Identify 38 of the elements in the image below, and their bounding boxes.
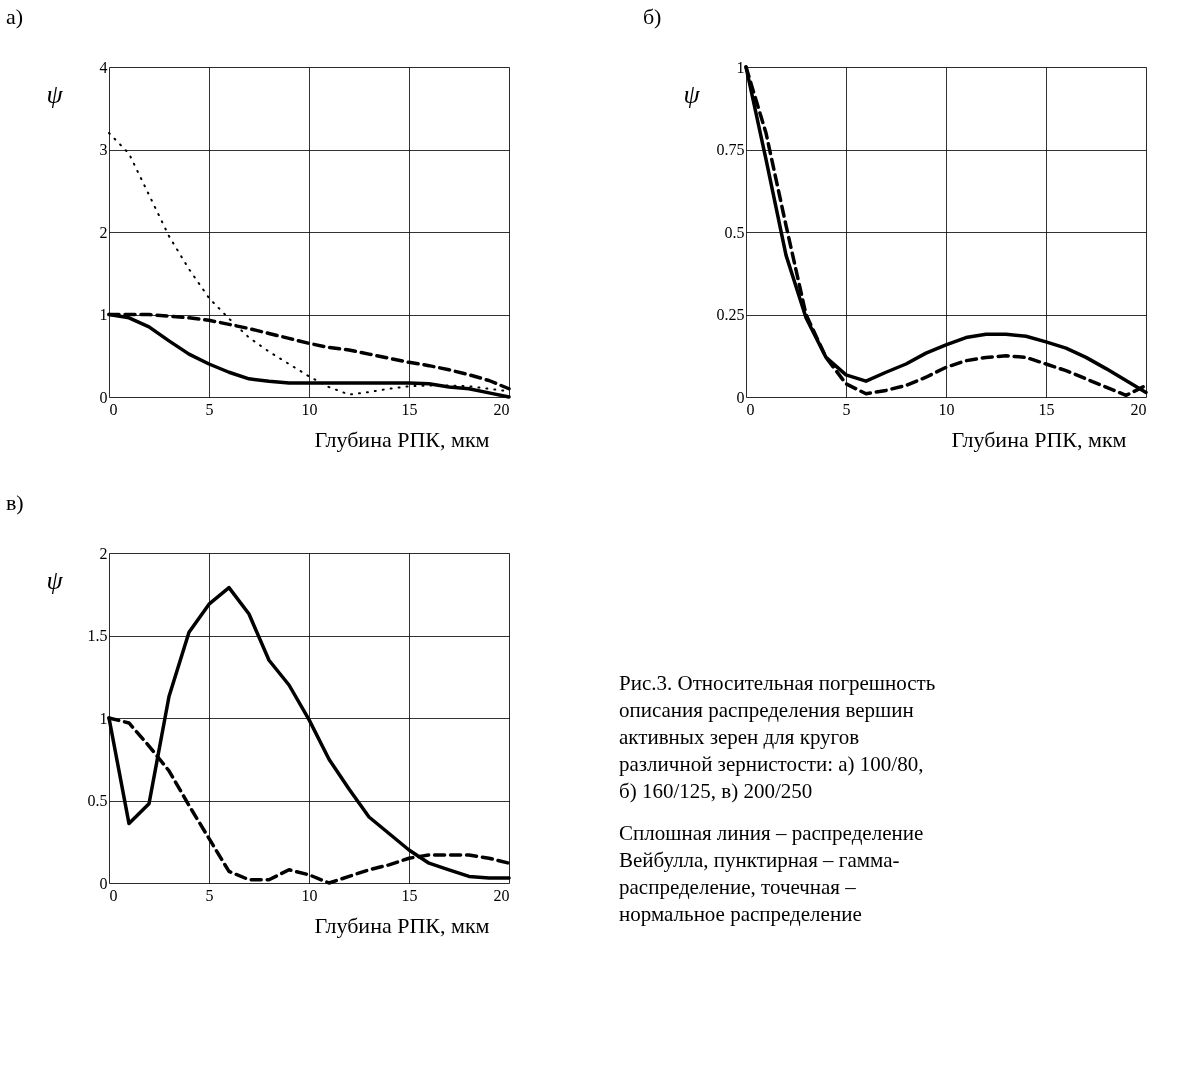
x-tick-label: 10 [938,400,955,418]
y-tick-label: 0 [99,874,108,892]
y-tick-label: 3 [99,141,108,158]
y-tick-label: 1.5 [87,627,108,644]
text: Рис.3. Относительная погрешность описания распределения вершин активных зерен для кругов различной зернистости: а) 100/80, б) 160/125, в) 200/250 [619,671,936,803]
x-tick-label: 15 [1038,400,1055,418]
chart-title: а) [5,4,24,29]
x-tick-label: 20 [493,886,510,904]
x-tick-label: 5 [205,886,214,904]
y-tick-label: 0.75 [716,141,745,158]
y-tick-label: 0.5 [724,223,745,241]
y-tick-label: 2 [99,223,108,241]
y-axis-title: ψ [683,79,701,109]
x-tick-label: 5 [842,400,851,418]
y-tick-label: 1 [99,306,108,323]
x-axis-title: Глубина РПК, мкм [951,426,1127,452]
x-tick-label: 20 [1130,400,1147,418]
y-tick-label: 2 [99,544,108,562]
y-axis-title: ψ [46,79,64,109]
y-tick-label: 4 [99,58,108,76]
y-tick-label: 0.5 [87,792,108,809]
y-tick-label: 1 [99,709,108,727]
x-tick-label: 15 [401,886,418,904]
y-tick-label: 1 [736,58,745,76]
x-tick-label: 5 [205,400,214,418]
x-tick-label: 10 [301,886,318,904]
chart-title: б) [642,4,662,29]
chart-title: в) [5,490,24,515]
x-tick-label: 15 [401,400,418,418]
text: Сплошная линия – распределение Вейбулла, пунктирная – гамма-распределение, точечная – нормальное распределение [619,821,924,926]
x-tick-label: 20 [493,400,510,418]
x-axis-title: Глубина РПК, мкм [314,912,490,938]
y-tick-label: 0.25 [716,306,745,323]
y-axis-title: ψ [46,565,64,595]
x-tick-label: 10 [301,400,318,418]
x-axis-title: Глубина РПК, мкм [314,426,490,452]
y-tick-label: 0 [99,388,108,406]
y-tick-label: 0 [736,388,745,406]
